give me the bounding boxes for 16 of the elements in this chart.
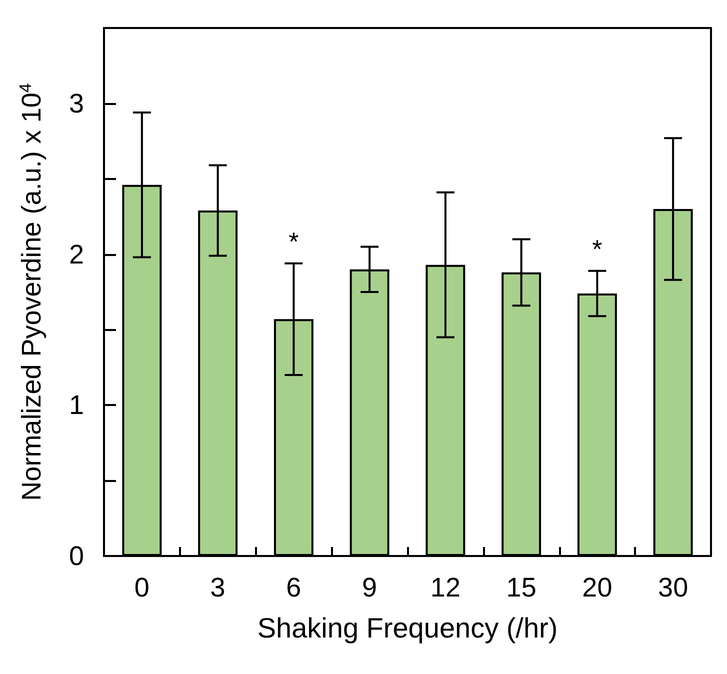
x-tick-label: 30 (658, 572, 688, 602)
x-tick-label: 6 (286, 572, 302, 602)
annotation: * (288, 226, 299, 256)
annotation: * (592, 234, 602, 264)
x-tick-label: 15 (506, 572, 536, 602)
y-tick-label: 0 (68, 541, 84, 571)
x-tick-label: 12 (430, 572, 460, 602)
x-axis-title: Shaking Frequency (/hr) (257, 612, 558, 644)
y-tick-label: 3 (68, 88, 84, 118)
x-tick-label: 20 (582, 572, 612, 602)
x-tick-label: 9 (362, 572, 378, 602)
x-tick-label: 3 (210, 572, 226, 602)
x-tick-label: 0 (134, 572, 150, 602)
y-axis-title: Normalized Pyoverdine (a.u.) x 104 (16, 83, 46, 501)
y-tick-label: 2 (68, 239, 84, 270)
y-tick-label: 1 (68, 390, 84, 420)
